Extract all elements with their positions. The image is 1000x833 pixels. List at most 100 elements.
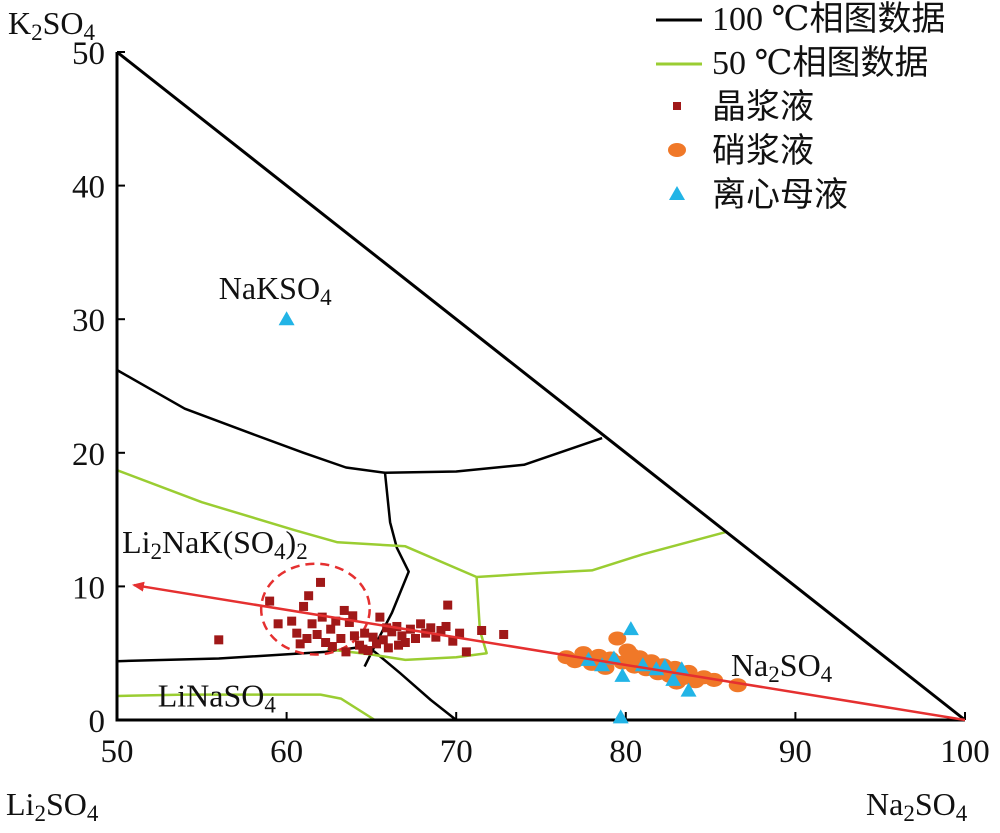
data-point-square xyxy=(360,628,370,638)
data-point-triangle xyxy=(612,709,629,724)
region-label: LiNaSO4 xyxy=(158,678,277,718)
data-point-square xyxy=(341,647,351,657)
data-point-square xyxy=(443,600,453,610)
data-point-square xyxy=(382,623,392,633)
data-point-triangle xyxy=(673,661,690,676)
data-point-square xyxy=(304,591,314,601)
data-point-square xyxy=(448,636,458,646)
data-point-square xyxy=(321,638,331,648)
data-point-square xyxy=(455,628,465,638)
data-points xyxy=(131,311,966,724)
data-point-square xyxy=(214,635,224,645)
corner-label-na2so4: Na2SO4 xyxy=(866,786,968,826)
data-point-square xyxy=(344,617,354,627)
data-point-square xyxy=(326,624,336,634)
labels: K2SO4 Li2SO4 Na2SO4 NaKSO4 Li2NaK(SO4)2 LiNaS… xyxy=(6,5,968,826)
data-point-square xyxy=(316,577,326,587)
highlight-ellipse xyxy=(259,562,371,656)
data-point-triangle xyxy=(680,682,697,697)
legend-label: 离心母液 xyxy=(712,176,848,214)
data-point-square xyxy=(317,612,327,622)
legend-label: 100 ℃相图数据 xyxy=(712,0,946,38)
corner-label-k2so4: K2SO4 xyxy=(8,5,96,45)
data-point-square xyxy=(394,640,404,650)
data-point-triangle xyxy=(605,650,622,665)
legend-entry: 硝浆液 xyxy=(668,132,814,170)
data-point-square xyxy=(358,644,368,654)
data-point-square xyxy=(375,612,385,622)
y-tick-label: 0 xyxy=(89,704,106,740)
data-point-square xyxy=(363,646,373,656)
data-point-square xyxy=(299,601,309,611)
data-point-square xyxy=(426,623,436,633)
data-point-square xyxy=(378,635,388,645)
data-point-circle xyxy=(621,647,640,662)
x-tick-label: 80 xyxy=(609,734,642,770)
data-point-square xyxy=(397,631,407,641)
data-point-square xyxy=(441,621,451,631)
data-point-square xyxy=(461,647,471,657)
legend-square-swatch xyxy=(673,102,681,110)
phase-line-100c xyxy=(116,368,603,475)
data-point-square xyxy=(368,632,378,642)
data-point-square xyxy=(349,631,359,641)
trend-arrow xyxy=(131,581,966,722)
y-tick-label: 10 xyxy=(72,570,105,606)
data-point-square xyxy=(392,621,402,631)
data-point-square xyxy=(287,616,297,626)
data-point-square xyxy=(336,634,346,644)
data-point-square xyxy=(295,639,305,649)
data-point-square xyxy=(327,642,337,652)
legend-entry: 离心母液 xyxy=(669,176,848,214)
x-tick-label: 70 xyxy=(440,734,473,770)
data-point-square xyxy=(400,638,410,648)
data-point-square xyxy=(410,634,420,644)
x-tick-label: 90 xyxy=(779,734,812,770)
data-point-square xyxy=(499,629,509,639)
data-point-square xyxy=(416,619,426,629)
data-point-triangle xyxy=(594,657,611,672)
axes: 50 60 70 80 90 100 0 10 20 30 40 50 xyxy=(72,36,990,770)
phase-line-50c xyxy=(116,469,728,579)
corner-label-li2so4: Li2SO4 xyxy=(6,786,99,826)
data-point-triangle xyxy=(278,311,295,326)
legend-entry: 晶浆液 xyxy=(673,88,814,126)
data-point-square xyxy=(307,619,317,629)
y-tick-label: 50 xyxy=(72,36,105,72)
data-point-triangle xyxy=(665,671,682,686)
x-tick-label: 50 xyxy=(101,734,134,770)
region-label: Li2NaK(SO4)2 xyxy=(122,524,308,564)
data-point-circle xyxy=(608,631,627,646)
data-point-square xyxy=(331,616,341,626)
data-point-square xyxy=(436,625,446,635)
region-label: NaKSO4 xyxy=(219,270,332,310)
legend-label: 硝浆液 xyxy=(712,132,814,170)
data-point-triangle xyxy=(614,667,631,682)
legend-entry: 100 ℃相图数据 xyxy=(656,0,946,38)
data-point-triangle xyxy=(656,658,673,673)
phase-line-50c xyxy=(116,693,376,722)
data-point-square xyxy=(348,611,358,621)
data-point-square xyxy=(477,625,487,635)
data-point-square xyxy=(292,628,302,638)
legend-label: 50 ℃相图数据 xyxy=(712,44,929,82)
x-tick-label: 60 xyxy=(270,734,303,770)
legend-circle-swatch xyxy=(668,142,686,158)
y-tick-label: 40 xyxy=(72,170,105,206)
data-point-square xyxy=(312,629,322,639)
data-point-square xyxy=(339,605,349,615)
data-point-square xyxy=(265,596,275,606)
y-tick-label: 20 xyxy=(72,437,105,473)
data-point-triangle xyxy=(622,621,639,636)
x-tick-label: 100 xyxy=(940,734,990,770)
data-point-square xyxy=(383,643,393,653)
y-tick-label: 30 xyxy=(72,303,105,339)
data-point-square xyxy=(302,634,312,644)
region-label: Na2SO4 xyxy=(731,647,833,687)
triangle-hypotenuse xyxy=(116,50,966,722)
data-point-square xyxy=(431,632,441,642)
data-point-square xyxy=(387,627,397,637)
legend-triangle-swatch xyxy=(669,186,685,200)
